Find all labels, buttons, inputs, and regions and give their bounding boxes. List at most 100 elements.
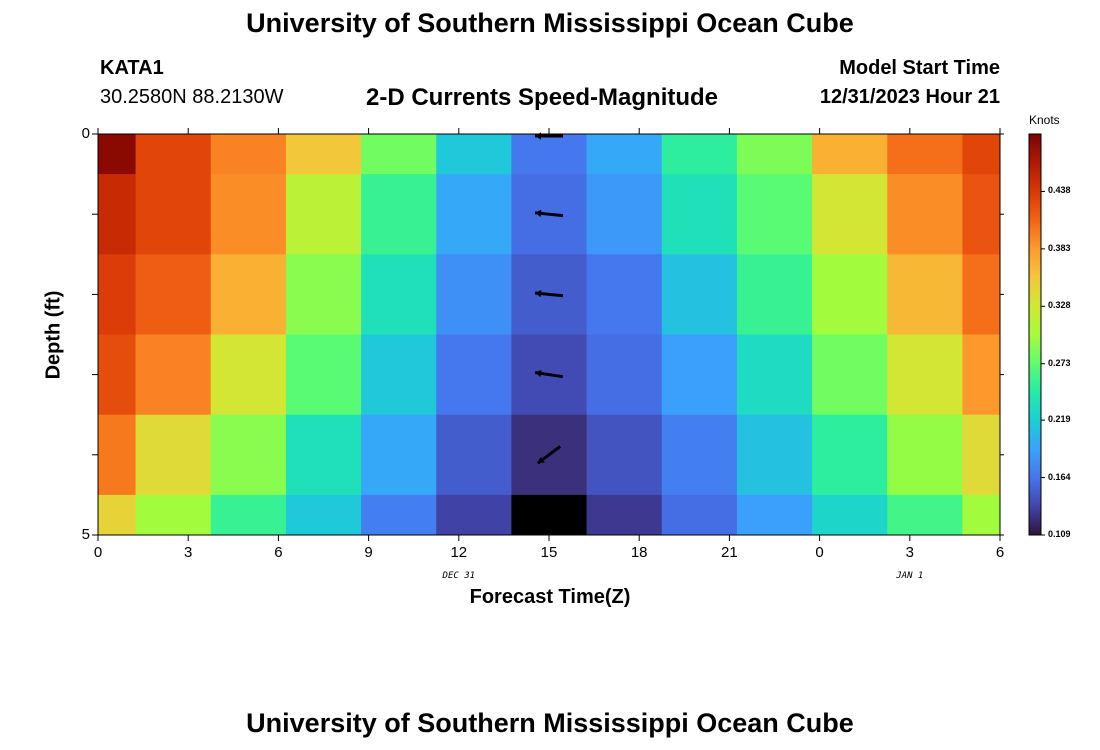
heatmap-cell [210, 174, 287, 255]
heatmap-cell [586, 134, 663, 175]
heatmap-cell [736, 334, 813, 416]
heatmap-cell [736, 134, 813, 175]
current-vector-head [535, 289, 542, 298]
heatmap-cell [210, 254, 287, 335]
heatmap-cell [812, 414, 888, 496]
heatmap-cell [135, 414, 212, 496]
colorbar-title: Knots [1029, 113, 1060, 127]
heatmap-cell [887, 334, 963, 416]
heatmap-cell [135, 254, 212, 335]
heatmap-cell [436, 334, 512, 416]
x-tick-label: 15 [540, 544, 558, 561]
heatmap-cell [736, 254, 813, 335]
x-tick-label: 9 [364, 544, 373, 561]
heatmap-cell [887, 134, 963, 175]
heatmap-cell [661, 134, 738, 175]
heatmap-cell [436, 134, 512, 175]
heatmap-cell [887, 174, 963, 255]
heatmap-cell [511, 134, 588, 175]
heatmap-cell [210, 134, 287, 175]
x-tick-label: 3 [905, 544, 914, 561]
x-tick-label: 6 [995, 544, 1005, 561]
heatmap-cell [962, 494, 1001, 536]
heatmap-cell [887, 254, 963, 335]
heatmap-cell [135, 174, 212, 255]
heatmap-cell [962, 174, 1001, 255]
heatmap-cell [436, 254, 512, 335]
station-coordinates: 30.2580N 88.2130W [100, 86, 284, 108]
heatmap-cell [812, 494, 888, 536]
x-tick-label: 0 [93, 544, 103, 561]
heatmap-cell [661, 174, 738, 255]
heatmap-cell [586, 334, 663, 416]
x-axis-label: Forecast Time(Z) [469, 586, 631, 608]
heatmap-cell [135, 494, 212, 536]
heatmap-cell [98, 414, 137, 496]
colorbar [1028, 133, 1042, 536]
x-tick-label: 18 [630, 544, 648, 561]
chart-title: University of Southern Mississippi Ocean… [246, 8, 854, 38]
heatmap-cell [812, 334, 888, 416]
y-tick-label: 0 [81, 125, 90, 142]
current-vector-head [535, 369, 542, 378]
colorbar-tick-label: 0.438 [1048, 185, 1071, 196]
x-tick-label: 21 [721, 544, 738, 561]
colorbar-tick-label: 0.383 [1048, 242, 1071, 253]
heatmap-cell [661, 334, 738, 416]
heatmap-cell [98, 254, 137, 335]
heatmap-cell [736, 174, 813, 255]
heatmap-cell [98, 334, 137, 416]
heatmap-cell [962, 254, 1001, 335]
station-id: KATA1 [100, 57, 164, 79]
heatmap-cell [98, 134, 137, 175]
heatmap-cell [586, 494, 663, 536]
heatmap-cell [586, 174, 663, 255]
heatmap-cell [661, 414, 738, 496]
heatmap-cell [586, 414, 663, 496]
current-vector-head [535, 209, 542, 218]
heatmap-cell [887, 414, 963, 496]
heatmap-cell [285, 494, 362, 536]
heatmap-cell [812, 134, 888, 175]
heatmap-cell [661, 254, 738, 335]
heatmap-cell [736, 494, 813, 536]
heatmap-cell [887, 494, 963, 536]
heatmap-cell [210, 414, 287, 496]
current-vector-head [537, 456, 545, 464]
heatmap-cell [135, 334, 212, 416]
colorbar-tick-label: 0.328 [1048, 300, 1071, 311]
heatmap-cell [98, 174, 137, 255]
heatmap-cell [361, 414, 437, 496]
model-start-value: 12/31/2023 Hour 21 [819, 86, 1000, 108]
heatmap-cell [436, 174, 512, 255]
x-tick-label: 3 [184, 544, 193, 561]
heatmap-cell [210, 494, 287, 536]
heatmap-cell [812, 254, 888, 335]
heatmap-cell [736, 414, 813, 496]
heatmap-cell [436, 494, 512, 536]
heatmap-cell [361, 174, 437, 255]
colorbar-tick-label: 0.273 [1048, 357, 1071, 368]
heatmap-cell [586, 254, 663, 335]
heatmap-cell [285, 414, 362, 496]
heatmap-cell [511, 494, 588, 536]
heatmap-cell [436, 414, 512, 496]
heatmap-cell [285, 254, 362, 335]
heatmap-cell [812, 174, 888, 255]
colorbar-tick-label: 0.219 [1048, 414, 1071, 425]
heatmap-cell [285, 174, 362, 255]
model-start-label: Model Start Time [839, 57, 1000, 79]
x-tick-label: 6 [274, 544, 283, 561]
heatmap-cell [962, 134, 1001, 175]
y-axis-label: Depth (ft) [42, 290, 65, 380]
heatmap-cell [361, 254, 437, 335]
heatmap-cell [285, 334, 362, 416]
heatmap-cell [962, 414, 1001, 496]
heatmap-cell [210, 334, 287, 416]
current-vector-head [535, 132, 541, 140]
x-tick-label: 0 [815, 544, 824, 561]
heatmap-cell [962, 334, 1001, 416]
heatmap-cell [361, 494, 437, 536]
heatmap-cell [661, 494, 738, 536]
